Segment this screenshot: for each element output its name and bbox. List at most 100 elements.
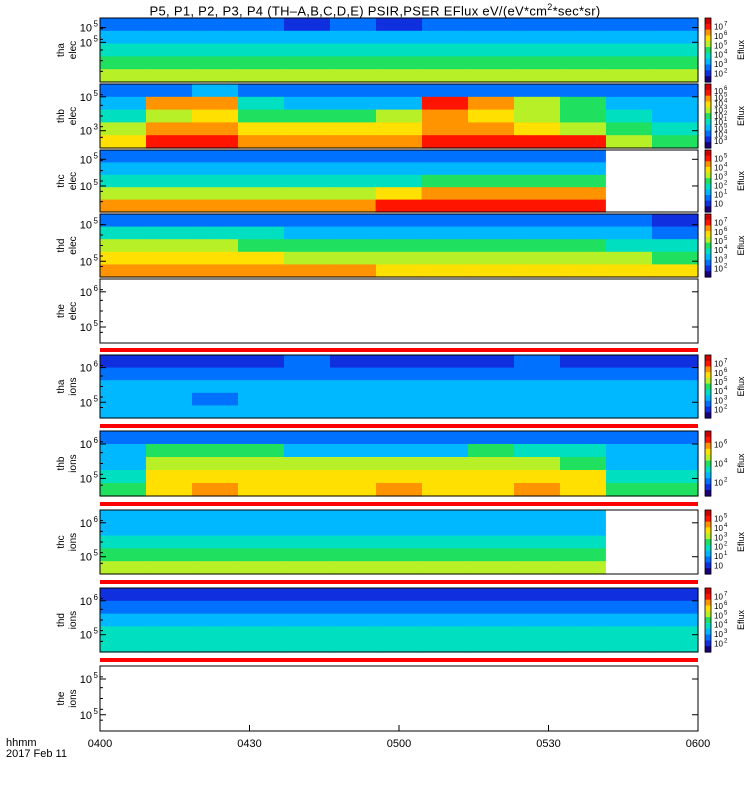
heatmap-cell — [238, 380, 285, 394]
colorbar-swatch — [705, 355, 711, 362]
heatmap-cell — [283, 548, 331, 562]
heatmap-cell — [329, 510, 377, 524]
heatmap-cell — [238, 470, 285, 484]
colorbar-swatch — [705, 454, 711, 462]
heatmap-cell — [514, 613, 561, 627]
heatmap-cell — [559, 150, 606, 163]
heatmap-cell — [100, 109, 147, 123]
heatmap-cell — [652, 613, 699, 627]
colorbar-swatch — [705, 628, 711, 636]
heatmap-cell — [192, 18, 239, 32]
heatmap-cell — [422, 431, 469, 445]
y-axis-label-line1: thc — [56, 174, 67, 187]
heatmap-cell — [238, 264, 285, 278]
colorbar-tick-exponent: 4 — [724, 163, 728, 169]
heatmap-cell — [421, 162, 469, 176]
heatmap-cell — [238, 483, 285, 497]
heatmap-cell — [284, 96, 331, 111]
colorbar-swatch — [705, 472, 711, 479]
heatmap-cell — [330, 444, 377, 458]
heatmap-cell — [100, 69, 147, 83]
heatmap-cell — [422, 613, 469, 627]
colorbar-swatch — [705, 124, 711, 132]
y-axis-label-line1: tha — [56, 43, 67, 57]
colorbar-swatch — [705, 118, 711, 126]
heatmap-cell — [514, 56, 561, 70]
heatmap-cell — [375, 174, 423, 188]
colorbar-swatch — [705, 200, 711, 207]
heatmap-cell — [330, 43, 377, 57]
heatmap-cell — [146, 251, 193, 265]
colorbar-frame — [704, 213, 712, 278]
heatmap-cell — [146, 214, 193, 228]
panel-thd_ions — [99, 587, 699, 653]
heatmap-cell — [468, 84, 515, 98]
colorbar-tick-exponent: 4 — [724, 245, 728, 251]
heatmap-cell — [652, 470, 699, 484]
heatmap-cell — [514, 392, 561, 406]
colorbar-tick-exponent: 6 — [724, 86, 728, 92]
heatmap-cell — [146, 613, 193, 627]
heatmap-cell — [237, 199, 285, 213]
heatmap-cell — [376, 251, 423, 265]
heatmap-cell — [421, 174, 469, 188]
heatmap-cell — [468, 56, 515, 70]
heatmap-cell — [329, 187, 377, 201]
y-axis-label-line2: ions — [68, 689, 79, 707]
y-axis-label-line1: thd — [56, 239, 67, 253]
heatmap-cell — [376, 96, 423, 111]
heatmap-cell — [284, 109, 331, 123]
heatmap-cell — [514, 84, 561, 98]
x-tick-label: 0530 — [536, 738, 560, 750]
heatmap-cell — [514, 264, 561, 278]
colorbar-swatch — [705, 18, 711, 25]
heatmap-cell — [192, 214, 239, 228]
heatmap-cell — [329, 548, 377, 562]
heatmap-cell — [652, 264, 699, 278]
colorbar-frame — [704, 509, 712, 575]
heatmap-cell — [192, 470, 239, 484]
heatmap-cell — [145, 174, 193, 188]
colorbar-tick-label: 10 — [714, 533, 723, 542]
colorbar-tick-label: 10 — [714, 200, 723, 209]
heatmap-cell — [146, 226, 193, 240]
heatmap-cell — [606, 457, 653, 471]
heatmap-cell — [192, 444, 239, 458]
heatmap-cell — [375, 535, 423, 549]
y-axis-label-line2: ions — [68, 454, 79, 472]
colorbar-swatch — [705, 395, 711, 402]
colorbar-tick-label: 10 — [714, 552, 723, 561]
colorbar-swatch — [705, 366, 711, 373]
heatmap-cell — [283, 174, 331, 188]
colorbar-swatch — [705, 206, 711, 213]
heatmap-cell — [376, 239, 423, 253]
heatmap-cell — [192, 43, 239, 57]
heatmap-cell — [100, 122, 147, 136]
heatmap-cell — [238, 405, 285, 419]
heatmap-cell — [513, 535, 560, 549]
y-tick-label: 10 5 — [80, 151, 99, 166]
heatmap-cell — [330, 588, 377, 602]
heatmap-cell — [284, 214, 331, 228]
heatmap-cell — [652, 251, 699, 265]
heatmap-cell — [284, 431, 331, 445]
heatmap-cell — [330, 431, 377, 445]
heatmap-cell — [100, 535, 147, 549]
colorbar-swatch — [705, 130, 711, 137]
heatmap-cell — [238, 226, 285, 240]
heatmap-cell — [514, 470, 561, 484]
colorbar-swatch — [705, 617, 711, 624]
heatmap-cell — [238, 109, 285, 123]
colorbar-tick-label: 10 — [714, 131, 723, 140]
colorbar-swatch — [705, 142, 711, 149]
heatmap-cell — [284, 470, 331, 484]
colorbar-tick-label: 10 — [714, 155, 723, 164]
heatmap-cell — [284, 226, 331, 240]
heatmap-cell — [468, 264, 515, 278]
heatmap-cell — [421, 561, 469, 575]
colorbar-tick-exponent: 3 — [724, 395, 728, 401]
heatmap-cell — [421, 535, 469, 549]
heatmap-cell — [513, 548, 560, 562]
colorbar-swatch — [705, 442, 711, 450]
